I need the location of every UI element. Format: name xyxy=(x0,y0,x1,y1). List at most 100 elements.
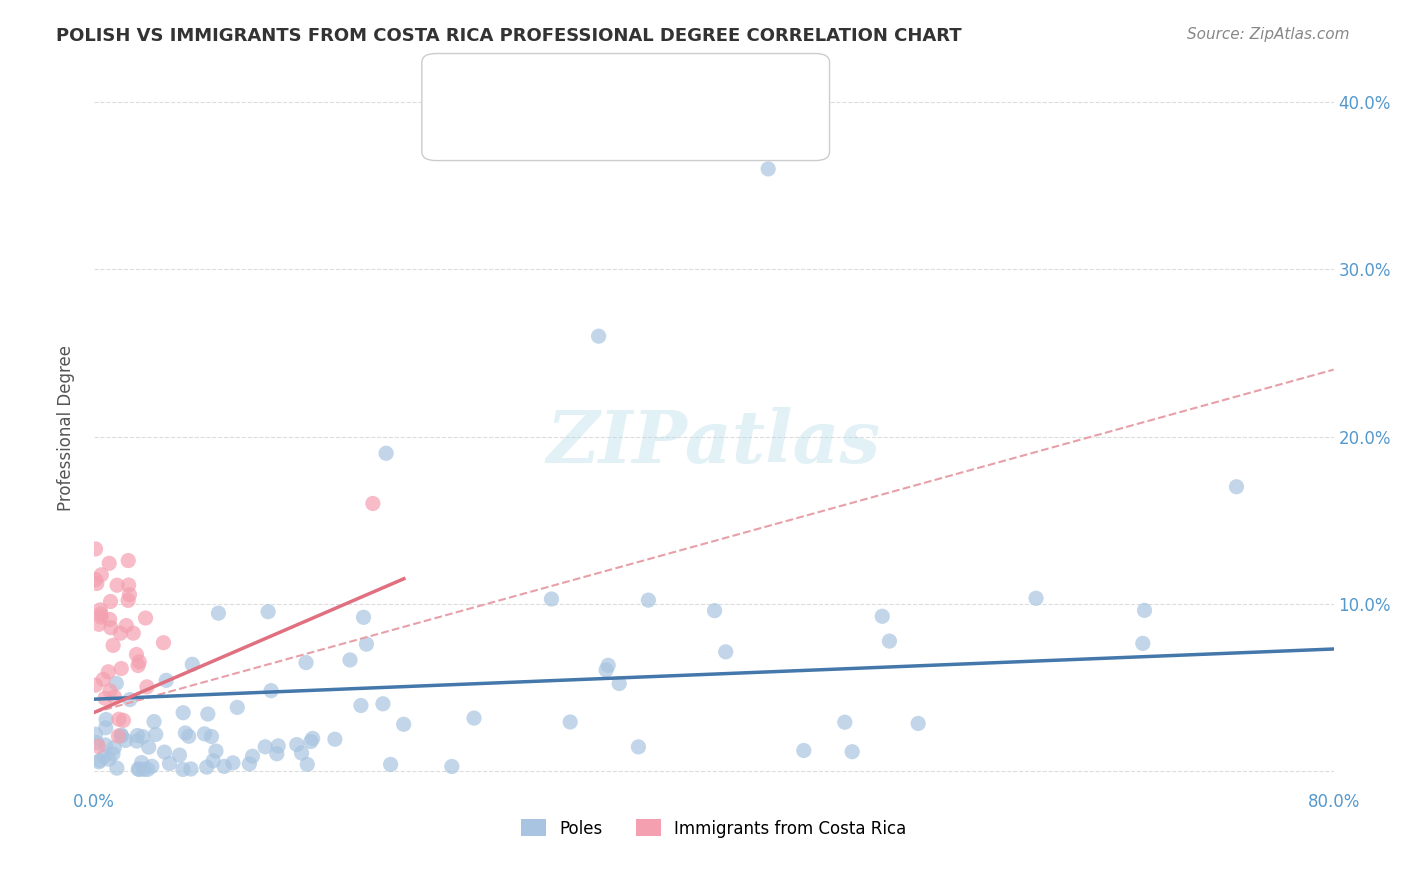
Point xyxy=(132,763,155,777)
Point xyxy=(101,747,124,761)
Point xyxy=(98,557,121,571)
Point xyxy=(153,745,176,759)
Point xyxy=(361,496,384,510)
Point xyxy=(135,611,157,625)
Point xyxy=(108,712,131,726)
Point xyxy=(90,567,112,582)
Point xyxy=(212,759,235,773)
Point xyxy=(128,655,150,669)
Point xyxy=(756,161,779,176)
Text: 0.228: 0.228 xyxy=(506,116,558,134)
Point xyxy=(195,760,218,774)
Point xyxy=(323,732,346,747)
Point xyxy=(290,746,312,760)
Point xyxy=(84,678,107,692)
Point xyxy=(141,759,163,773)
Point xyxy=(598,658,620,673)
Point xyxy=(127,658,149,673)
Point xyxy=(89,603,111,617)
Text: R =: R = xyxy=(478,116,515,134)
Text: 43: 43 xyxy=(595,116,619,134)
Text: 94: 94 xyxy=(595,76,619,94)
Point xyxy=(260,683,283,698)
Point xyxy=(180,762,202,776)
Point xyxy=(86,735,108,749)
Point xyxy=(299,734,322,748)
Point xyxy=(226,700,249,714)
Point xyxy=(89,753,111,767)
Point xyxy=(117,593,139,607)
Point xyxy=(380,757,402,772)
Point xyxy=(202,754,225,768)
Point xyxy=(588,329,610,343)
Point xyxy=(93,749,115,764)
Point xyxy=(94,713,117,727)
Point xyxy=(105,676,128,690)
Point xyxy=(297,757,319,772)
Point xyxy=(105,578,128,592)
Point xyxy=(118,588,141,602)
Point xyxy=(117,553,139,567)
Point xyxy=(90,610,112,624)
Point xyxy=(879,634,901,648)
Text: 0.106: 0.106 xyxy=(506,76,558,94)
Point xyxy=(87,739,110,754)
Point xyxy=(97,665,120,679)
Point xyxy=(136,680,159,694)
Point xyxy=(105,761,128,775)
Text: R =: R = xyxy=(478,76,515,94)
Point xyxy=(115,618,138,632)
Point xyxy=(254,739,277,754)
Point xyxy=(463,711,485,725)
Point xyxy=(371,697,394,711)
Point xyxy=(90,607,112,621)
Legend: Poles, Immigrants from Costa Rica: Poles, Immigrants from Costa Rica xyxy=(515,813,914,844)
Point xyxy=(172,706,194,720)
Point xyxy=(1132,636,1154,650)
Point xyxy=(101,639,124,653)
Point xyxy=(174,726,197,740)
Point xyxy=(870,609,893,624)
Point xyxy=(127,729,149,743)
Point xyxy=(200,730,222,744)
Point xyxy=(841,745,863,759)
Point xyxy=(205,744,228,758)
Point xyxy=(132,730,155,744)
Point xyxy=(91,673,114,687)
Point xyxy=(375,446,398,460)
Point xyxy=(94,721,117,735)
Point xyxy=(172,763,194,777)
Point xyxy=(1133,603,1156,617)
Point xyxy=(714,645,737,659)
Point xyxy=(637,593,659,607)
Point xyxy=(97,752,120,766)
Point xyxy=(131,756,153,770)
Point xyxy=(356,637,378,651)
Point xyxy=(266,747,288,761)
Point xyxy=(177,729,200,743)
Point xyxy=(145,727,167,741)
Point xyxy=(169,748,191,763)
Point xyxy=(392,717,415,731)
Text: ■: ■ xyxy=(457,75,478,95)
Point xyxy=(267,739,290,753)
Point xyxy=(152,636,174,650)
Point xyxy=(703,604,725,618)
Point xyxy=(350,698,373,713)
Point xyxy=(607,676,630,690)
Point xyxy=(110,661,132,675)
Point xyxy=(84,541,107,556)
Point xyxy=(103,740,125,755)
Point xyxy=(125,648,148,662)
Point xyxy=(793,743,815,757)
Point xyxy=(339,653,361,667)
Point xyxy=(86,576,108,591)
Text: N =: N = xyxy=(555,116,603,134)
Point xyxy=(118,692,141,706)
Point xyxy=(540,592,562,607)
Point xyxy=(107,729,129,743)
Point xyxy=(128,763,150,777)
Y-axis label: Professional Degree: Professional Degree xyxy=(58,345,75,511)
Point xyxy=(560,714,582,729)
Point xyxy=(595,663,617,677)
